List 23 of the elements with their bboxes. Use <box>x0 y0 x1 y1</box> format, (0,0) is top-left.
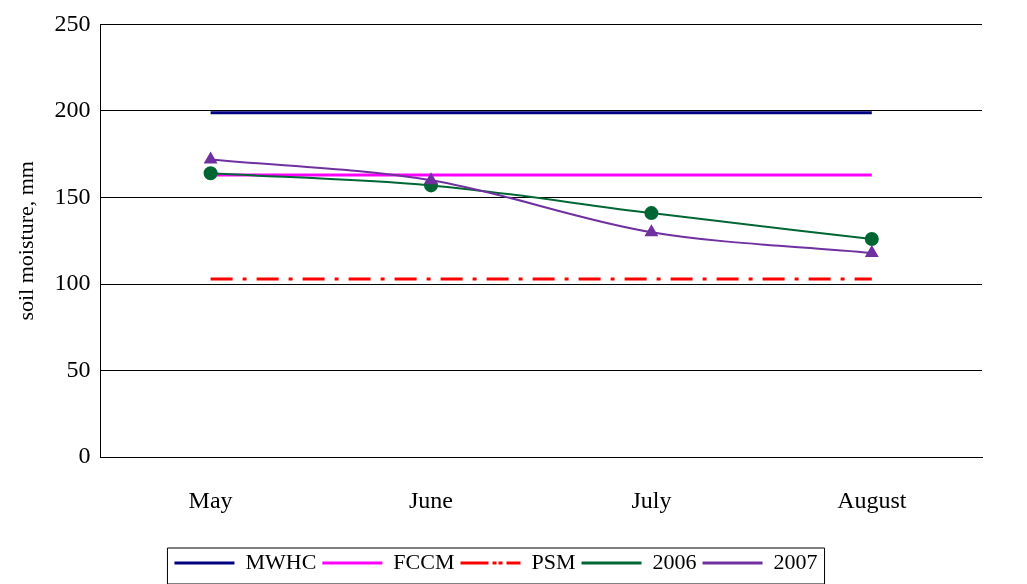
y-tick-label: 150 <box>54 182 91 209</box>
point <box>864 232 879 247</box>
x-tick-label: May <box>188 486 233 513</box>
x-tick-label: July <box>631 486 672 513</box>
point <box>644 206 659 221</box>
y-tick-label: 250 <box>54 9 91 36</box>
x-tick-label: August <box>837 486 907 513</box>
legend-label: PSM <box>531 548 576 574</box>
x-tick-label: June <box>409 486 453 513</box>
point <box>645 225 658 237</box>
y-tick-label: 0 <box>78 442 91 469</box>
y-axis-title: soil moisture, mm <box>12 161 38 321</box>
y-tick-label: 200 <box>54 96 91 123</box>
y-tick-label: 50 <box>66 355 91 382</box>
legend-label: MWHC <box>245 548 317 574</box>
y-tick-label: 100 <box>54 269 91 296</box>
point <box>204 152 217 164</box>
legend-label: FCCM <box>393 548 455 574</box>
point <box>865 245 878 257</box>
point <box>424 173 438 185</box>
point <box>203 166 218 181</box>
legend-label: 2007 <box>773 548 818 574</box>
legend-label: 2006 <box>652 548 697 574</box>
